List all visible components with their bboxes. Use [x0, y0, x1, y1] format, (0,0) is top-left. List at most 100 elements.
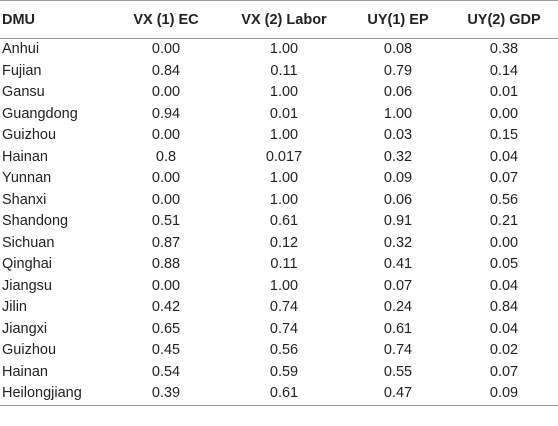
dmu-cell: Anhui	[2, 41, 40, 57]
dmu-cell: Heilongjiang	[0, 383, 110, 406]
table-row: Guizhou 0.00 1.00 0.03 0.15	[0, 125, 558, 147]
vx2-labor-cell: 0.11	[270, 62, 298, 79]
uy1-ep-cell: 0.07	[383, 277, 413, 294]
vx1-ec-cell: 0.65	[151, 320, 181, 337]
table-row: Jilin 0.42 0.74 0.24 0.84	[0, 297, 558, 319]
dmu-cell: Hainan	[2, 363, 48, 380]
vx2-labor-cell: 0.74	[269, 320, 299, 337]
uy2-gdp-cell: 0.04	[489, 277, 519, 294]
dmu-cell: Hainan	[2, 148, 48, 165]
vx1-ec-cell: 0.42	[151, 299, 181, 315]
vx1-ec-cell: 0.45	[151, 342, 181, 358]
vx1-ec-cell: 0.00	[151, 277, 181, 294]
uy1-ep-cell: 0.41	[383, 256, 413, 272]
vx1-ec-cell: 0.54	[151, 363, 181, 380]
vx2-labor-cell: 0.56	[269, 342, 299, 358]
uy1-ep-cell: 0.03	[383, 127, 413, 143]
vx2-labor-cell: 0.12	[269, 234, 299, 251]
vx2-labor-cell: 0.017	[265, 148, 303, 165]
uy2-gdp-cell: 0.00	[489, 105, 519, 122]
table-row: Sichuan 0.87 0.12 0.32 0.00	[0, 233, 558, 255]
uy2-gdp-cell: 0.05	[489, 256, 519, 272]
vx2-labor-cell: 1.00	[269, 277, 299, 294]
uy1-ep-cell: 0.79	[383, 62, 413, 79]
vx1-ec-cell: 0.00	[151, 127, 181, 143]
uy2-gdp-cell: 0.07	[489, 363, 519, 380]
vx1-ec-cell: 0.94	[151, 105, 181, 122]
uy2-gdp-cell: 0.00	[489, 234, 519, 251]
table-row: Qinghai 0.88 0.11 0.41 0.05	[0, 254, 558, 276]
vx1-ec-cell: 0.00	[151, 84, 181, 100]
table-body: Anhui 0.00 1.00 0.08 0.38 Fujian 0.84 0.11 0.79 0…	[0, 39, 558, 406]
vx2-labor-cell: 1.00	[269, 127, 299, 143]
uy2-gdp-cell: 0.07	[489, 170, 519, 186]
table-row: Heilongjiang 0.39 0.61 0.47 0.09	[0, 383, 558, 406]
uy2-gdp-cell: 0.21	[489, 213, 519, 229]
uy1-ep-cell: 0.32	[383, 148, 413, 165]
uy1-ep-cell: 0.32	[383, 234, 413, 251]
vx1-ec-cell: 0.87	[151, 234, 181, 251]
uy2-gdp-cell: 0.09	[450, 383, 558, 406]
uy1-ep-cell: 0.06	[383, 191, 413, 208]
uy1-ep-cell: 0.91	[383, 213, 413, 229]
header-dmu: DMU	[0, 0, 110, 39]
vx2-labor-cell: 0.61	[269, 213, 299, 229]
vx1-ec-cell: 0.51	[151, 213, 181, 229]
dmu-cell: Yunnan	[2, 170, 52, 186]
vx1-ec-cell: 0.39	[110, 383, 222, 406]
uy1-ep-cell: 0.61	[383, 320, 413, 337]
uy2-gdp-cell: 0.14	[489, 62, 519, 79]
vx1-ec-cell: 0.8	[155, 148, 177, 165]
uy1-ep-cell: 0.24	[383, 299, 413, 315]
dmu-cell: Shandong	[2, 213, 69, 229]
table-row: Jiangxi 0.65 0.74 0.61 0.04	[0, 319, 558, 341]
table-row: Shandong 0.51 0.61 0.91 0.21	[0, 211, 558, 233]
header-vx2-labor: VX (2) Labor	[222, 0, 346, 39]
header-vx1-ec: VX (1) EC	[110, 0, 222, 39]
vx2-labor-cell: 0.61	[222, 383, 346, 406]
uy1-ep-cell: 0.74	[383, 342, 413, 358]
dmu-cell: Qinghai	[2, 256, 52, 272]
dmu-cell: Guangdong	[2, 105, 78, 122]
vx2-labor-cell: 0.59	[269, 363, 299, 380]
vx1-ec-cell: 0.00	[151, 170, 181, 186]
dmu-cell: Shanxi	[2, 191, 47, 208]
dmu-cell: Fujian	[2, 62, 42, 79]
dmu-cell: Gansu	[2, 84, 45, 100]
uy2-gdp-cell: 0.01	[489, 84, 519, 100]
table-row: Fujian 0.84 0.11 0.79 0.14	[0, 61, 558, 83]
vx2-labor-cell: 1.00	[269, 170, 299, 186]
uy1-ep-cell: 0.06	[383, 84, 413, 100]
dmu-cell: Guizhou	[2, 127, 57, 143]
table-row: Shanxi 0.00 1.00 0.06 0.56	[0, 190, 558, 212]
table-row: Anhui 0.00 1.00 0.08 0.38	[0, 39, 558, 61]
table-row: Gansu 0.00 1.00 0.06 0.01	[0, 82, 558, 104]
vx2-labor-cell: 0.01	[269, 105, 299, 122]
uy2-gdp-cell: 0.56	[489, 191, 519, 208]
vx2-labor-cell: 1.00	[269, 191, 299, 208]
vx1-ec-cell: 0.84	[151, 62, 181, 79]
dmu-cell: Guizhou	[2, 342, 57, 358]
dmu-cell: Jiangxi	[2, 320, 48, 337]
vx1-ec-cell: 0.00	[151, 41, 181, 57]
vx2-labor-cell: 0.74	[269, 299, 299, 315]
vx2-labor-cell: 1.00	[269, 84, 299, 100]
uy1-ep-cell: 0.47	[346, 383, 450, 406]
dmu-weights-table: DMU VX (1) EC VX (2) Labor UY(1) EP UY(2…	[0, 0, 558, 406]
table-row: Yunnan 0.00 1.00 0.09 0.07	[0, 168, 558, 190]
uy1-ep-cell: 0.09	[383, 170, 413, 186]
uy2-gdp-cell: 0.38	[489, 41, 519, 57]
dmu-cell: Sichuan	[2, 234, 55, 251]
table-header-row: DMU VX (1) EC VX (2) Labor UY(1) EP UY(2…	[0, 0, 558, 39]
header-uy2-gdp: UY(2) GDP	[450, 0, 558, 39]
uy1-ep-cell: 1.00	[383, 105, 413, 122]
header-uy1-ep: UY(1) EP	[346, 0, 450, 39]
vx1-ec-cell: 0.00	[151, 191, 181, 208]
dmu-cell: Jilin	[2, 299, 27, 315]
table-row: Hainan 0.8 0.017 0.32 0.04	[0, 147, 558, 169]
uy2-gdp-cell: 0.04	[489, 148, 519, 165]
uy1-ep-cell: 0.55	[383, 363, 413, 380]
uy1-ep-cell: 0.08	[383, 41, 413, 57]
uy2-gdp-cell: 0.84	[489, 299, 519, 315]
